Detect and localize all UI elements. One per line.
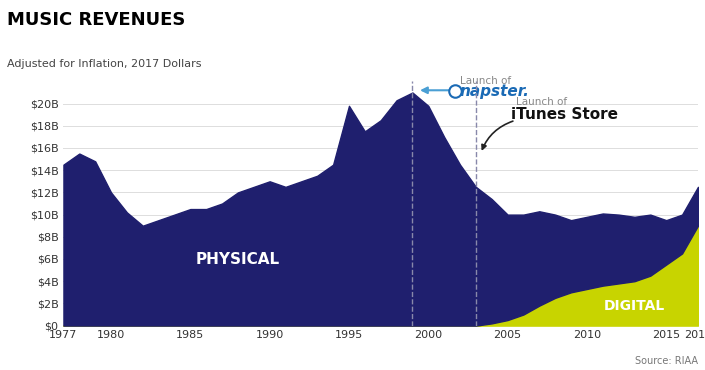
Text: PHYSICAL: PHYSICAL bbox=[196, 252, 280, 266]
Text: napster.: napster. bbox=[460, 84, 530, 99]
Text: DIGITAL: DIGITAL bbox=[604, 299, 665, 313]
Text: Launch of: Launch of bbox=[460, 76, 511, 87]
Text: Adjusted for Inflation, 2017 Dollars: Adjusted for Inflation, 2017 Dollars bbox=[7, 59, 202, 69]
Text: iTunes Store: iTunes Store bbox=[510, 107, 618, 122]
Text: MUSIC REVENUES: MUSIC REVENUES bbox=[7, 11, 185, 29]
Text: Source: RIAA: Source: RIAA bbox=[635, 356, 698, 366]
Text: Launch of: Launch of bbox=[515, 97, 567, 108]
